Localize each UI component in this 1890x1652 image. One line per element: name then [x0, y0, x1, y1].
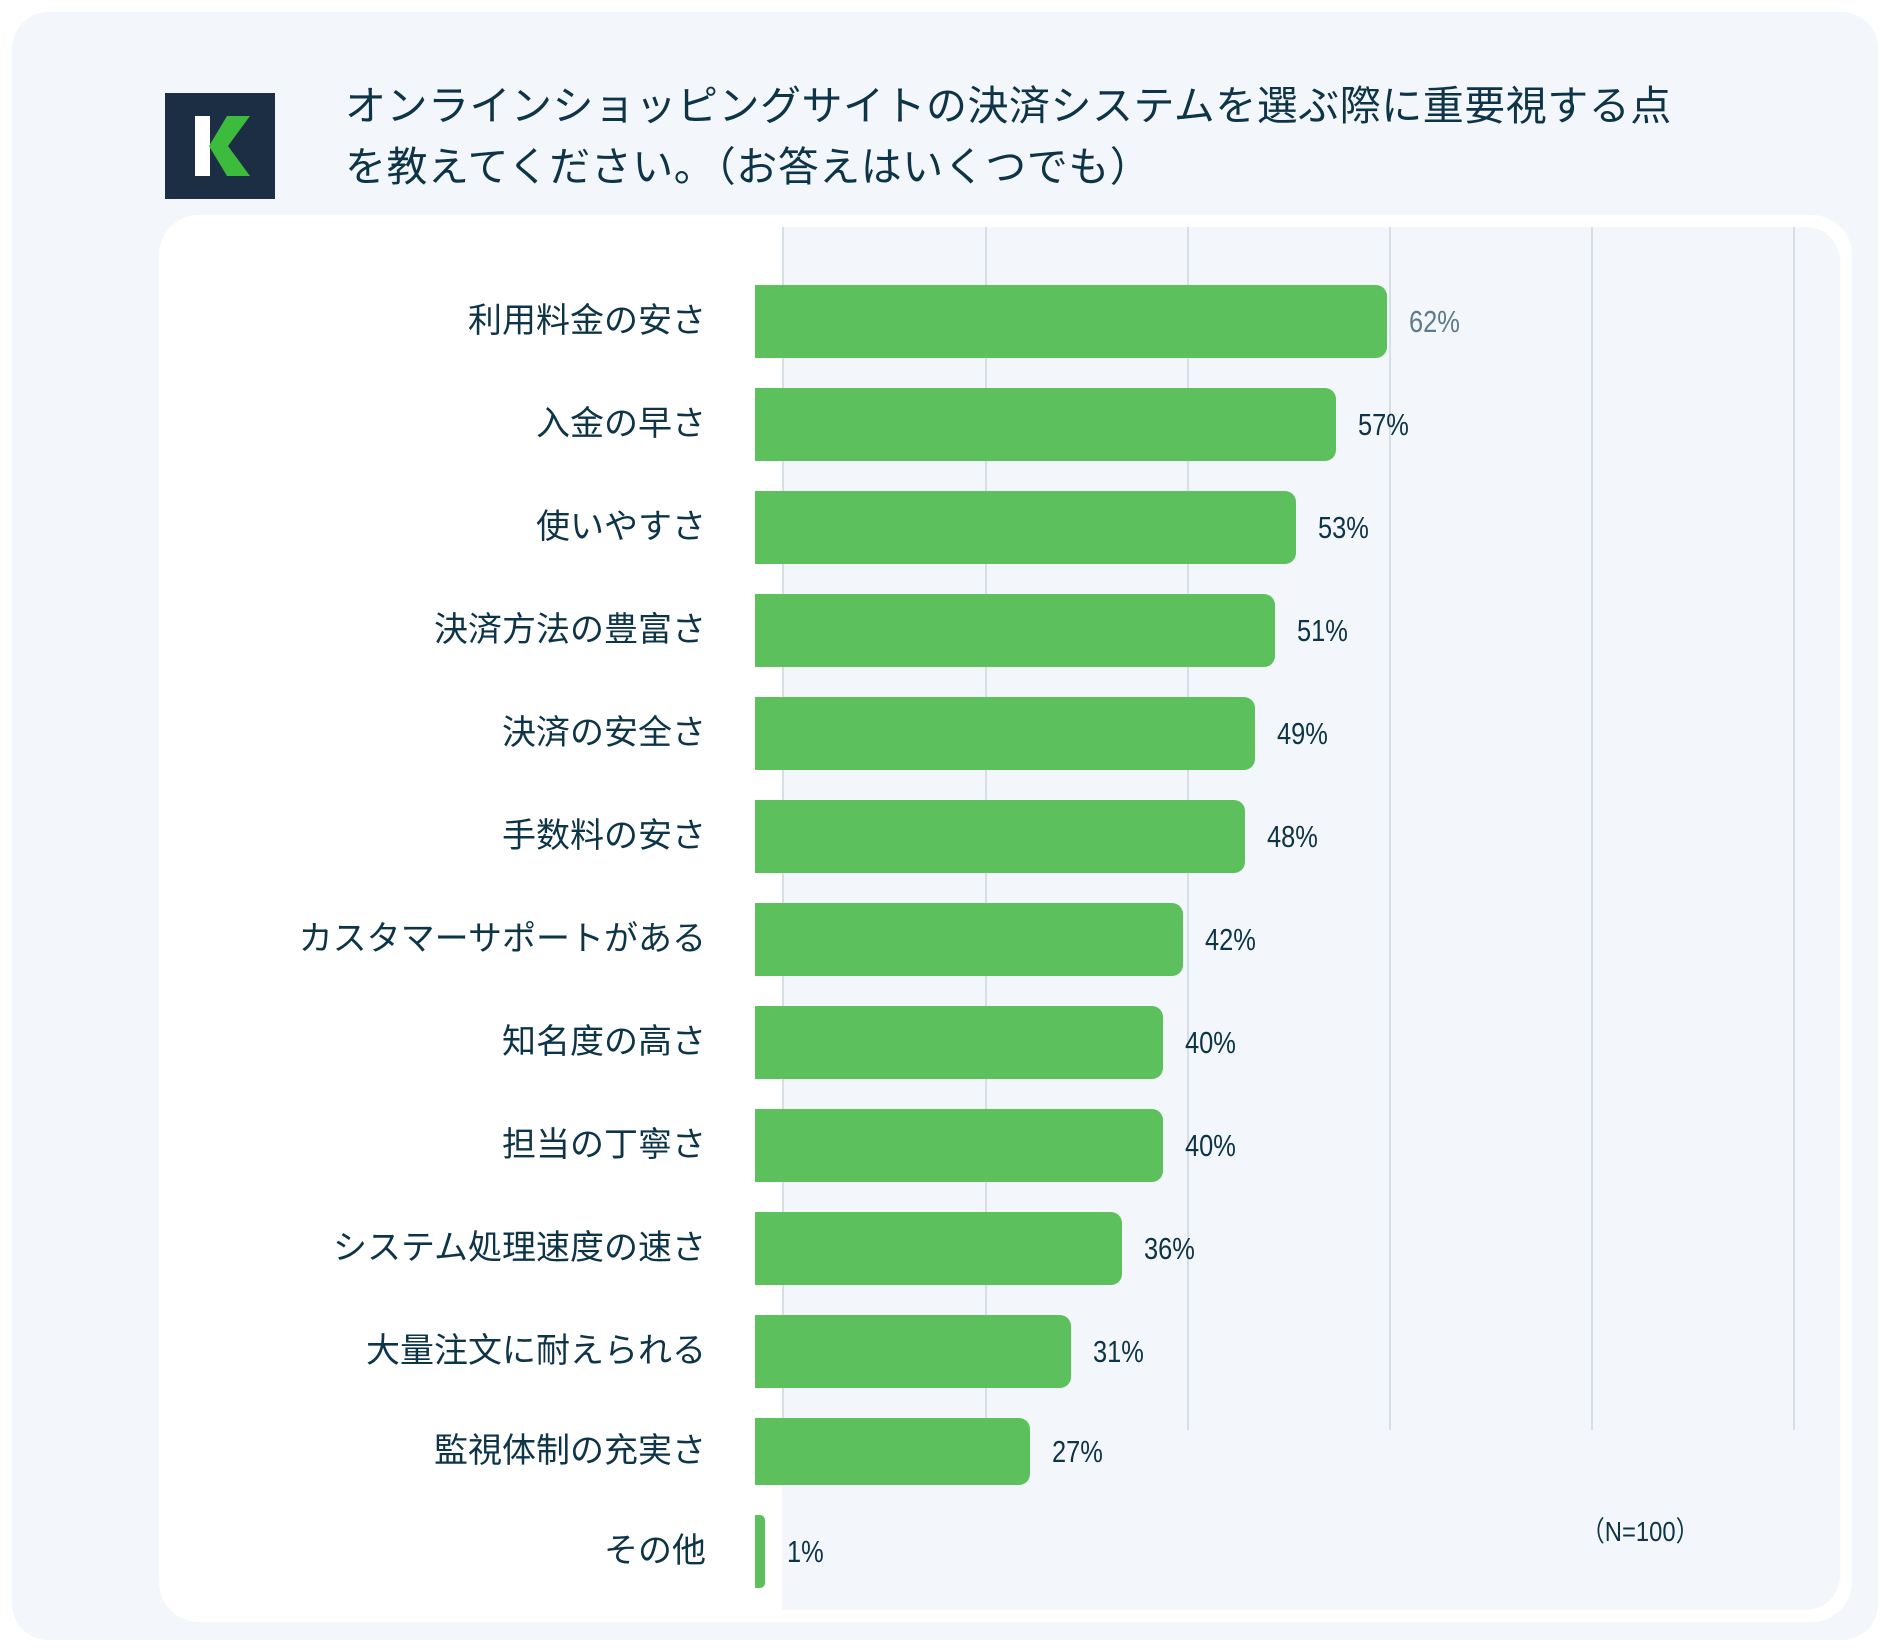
category-label: システム処理速度の速さ — [333, 1228, 706, 1268]
sample-size-note: （N=100） — [1581, 1516, 1700, 1547]
category-label: 入金の早さ — [536, 404, 706, 444]
category-label: 手数料の安さ — [502, 816, 706, 856]
category-label: 決済の安全さ — [502, 713, 706, 753]
bar — [755, 285, 1387, 358]
value-label: 40% — [1185, 1025, 1236, 1060]
chart-title: オンラインショッピングサイトの決済システムを選ぶ際に重要視する点 を教えてくださ… — [345, 82, 1672, 191]
value-label: 48% — [1267, 819, 1318, 854]
bar — [755, 594, 1275, 667]
category-label: 使いやすさ — [536, 507, 706, 547]
value-label: 51% — [1297, 613, 1348, 648]
bar — [755, 1006, 1163, 1079]
bar — [755, 491, 1296, 564]
bar — [755, 903, 1183, 976]
bar — [755, 800, 1245, 873]
value-label: 27% — [1052, 1434, 1103, 1469]
category-label: 決済方法の豊富さ — [434, 610, 706, 650]
value-label: 31% — [1093, 1334, 1144, 1369]
bar — [755, 1109, 1163, 1182]
k-logo-icon — [195, 116, 250, 176]
bar — [755, 1212, 1122, 1285]
value-label: 53% — [1318, 510, 1369, 545]
category-label: 大量注文に耐えられる — [366, 1331, 706, 1371]
gridline — [1793, 227, 1795, 1430]
bar — [755, 1315, 1071, 1388]
category-label: 担当の丁寧さ — [502, 1125, 706, 1165]
category-label: その他 — [604, 1531, 706, 1571]
category-label: カスタマーサポートがある — [298, 919, 706, 959]
category-label: 利用料金の安さ — [468, 301, 706, 341]
category-label: 知名度の高さ — [502, 1022, 706, 1062]
bar — [755, 1418, 1030, 1485]
value-label: 57% — [1358, 407, 1409, 442]
value-label: 40% — [1185, 1128, 1236, 1163]
category-label: 監視体制の充実さ — [434, 1431, 706, 1471]
gridline — [1591, 227, 1593, 1430]
bar — [755, 388, 1336, 461]
value-label: 62% — [1409, 304, 1460, 339]
value-label: 42% — [1205, 922, 1256, 957]
bar — [755, 1515, 765, 1588]
bar — [755, 697, 1255, 770]
gridline — [1389, 227, 1391, 1430]
value-label: 36% — [1144, 1231, 1195, 1266]
brand-logo — [165, 93, 275, 199]
value-label: 1% — [787, 1534, 824, 1569]
value-label: 49% — [1277, 716, 1328, 751]
